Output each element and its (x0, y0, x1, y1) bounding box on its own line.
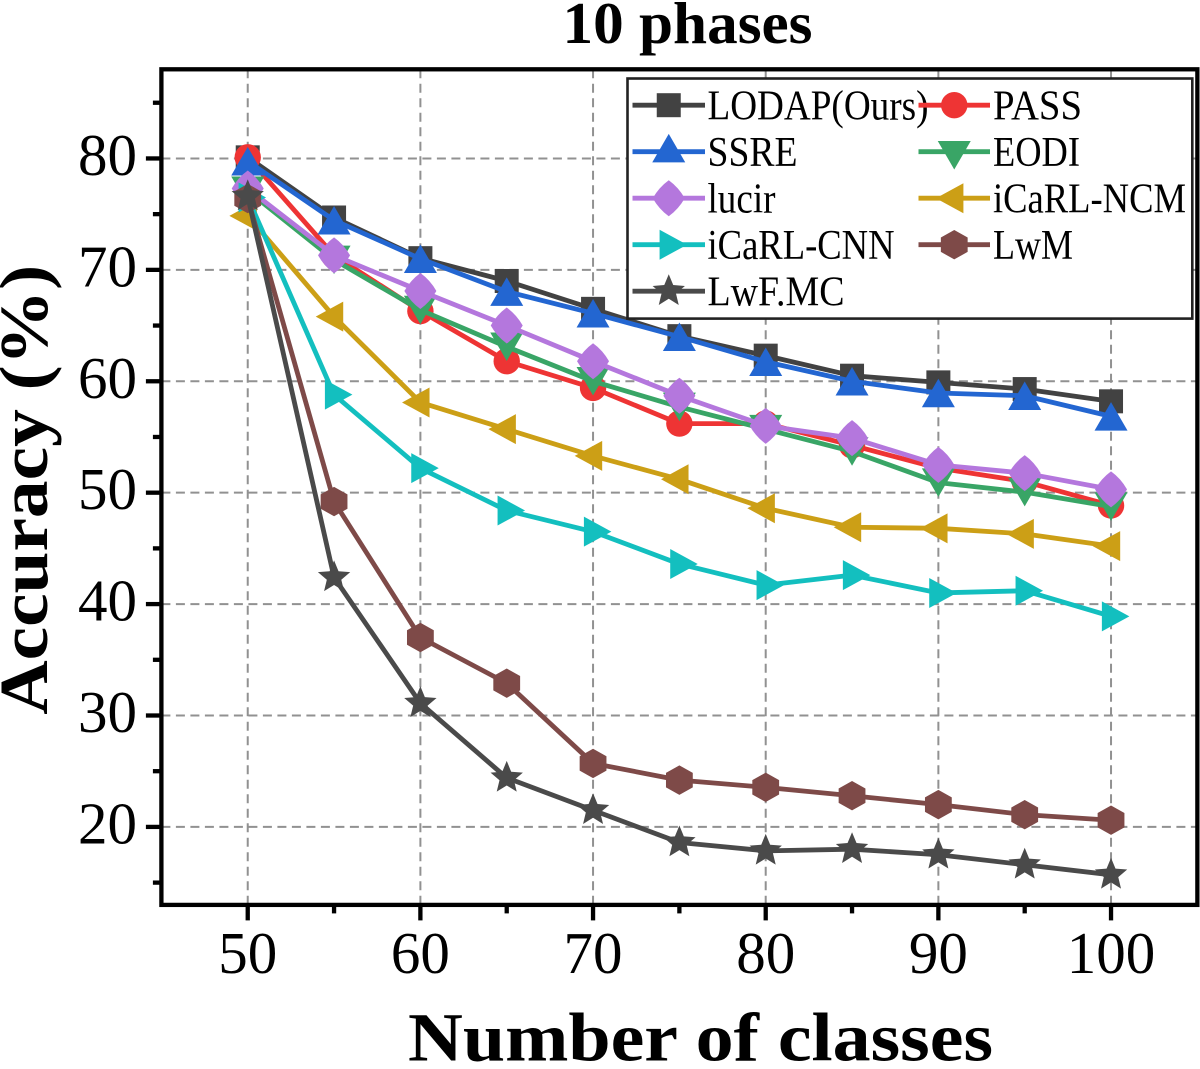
svg-text:iCaRL-NCM: iCaRL-NCM (993, 176, 1186, 222)
svg-text:Number of classes: Number of classes (408, 999, 993, 1064)
svg-text:40: 40 (78, 568, 137, 634)
svg-text:80: 80 (78, 122, 137, 188)
svg-text:90: 90 (909, 920, 968, 986)
svg-text:SSRE: SSRE (708, 130, 798, 176)
svg-text:Accuracy (%): Accuracy (%) (0, 265, 62, 715)
svg-text:60: 60 (78, 345, 137, 411)
svg-text:60: 60 (391, 920, 450, 986)
svg-text:10 phases: 10 phases (563, 0, 813, 56)
svg-text:lucir: lucir (708, 176, 776, 222)
svg-text:30: 30 (78, 679, 137, 745)
svg-text:50: 50 (218, 920, 277, 986)
svg-text:EODI: EODI (993, 130, 1080, 176)
svg-text:LwF.MC: LwF.MC (708, 269, 845, 315)
svg-text:PASS: PASS (993, 83, 1082, 129)
svg-text:LODAP(Ours): LODAP(Ours) (708, 83, 929, 129)
svg-text:80: 80 (736, 920, 795, 986)
svg-text:20: 20 (78, 790, 137, 856)
svg-text:100: 100 (1067, 920, 1156, 986)
svg-text:50: 50 (78, 456, 137, 522)
svg-text:iCaRL-CNN: iCaRL-CNN (708, 223, 895, 269)
svg-text:LwM: LwM (993, 223, 1073, 269)
svg-text:70: 70 (78, 233, 137, 299)
svg-text:70: 70 (564, 920, 623, 986)
